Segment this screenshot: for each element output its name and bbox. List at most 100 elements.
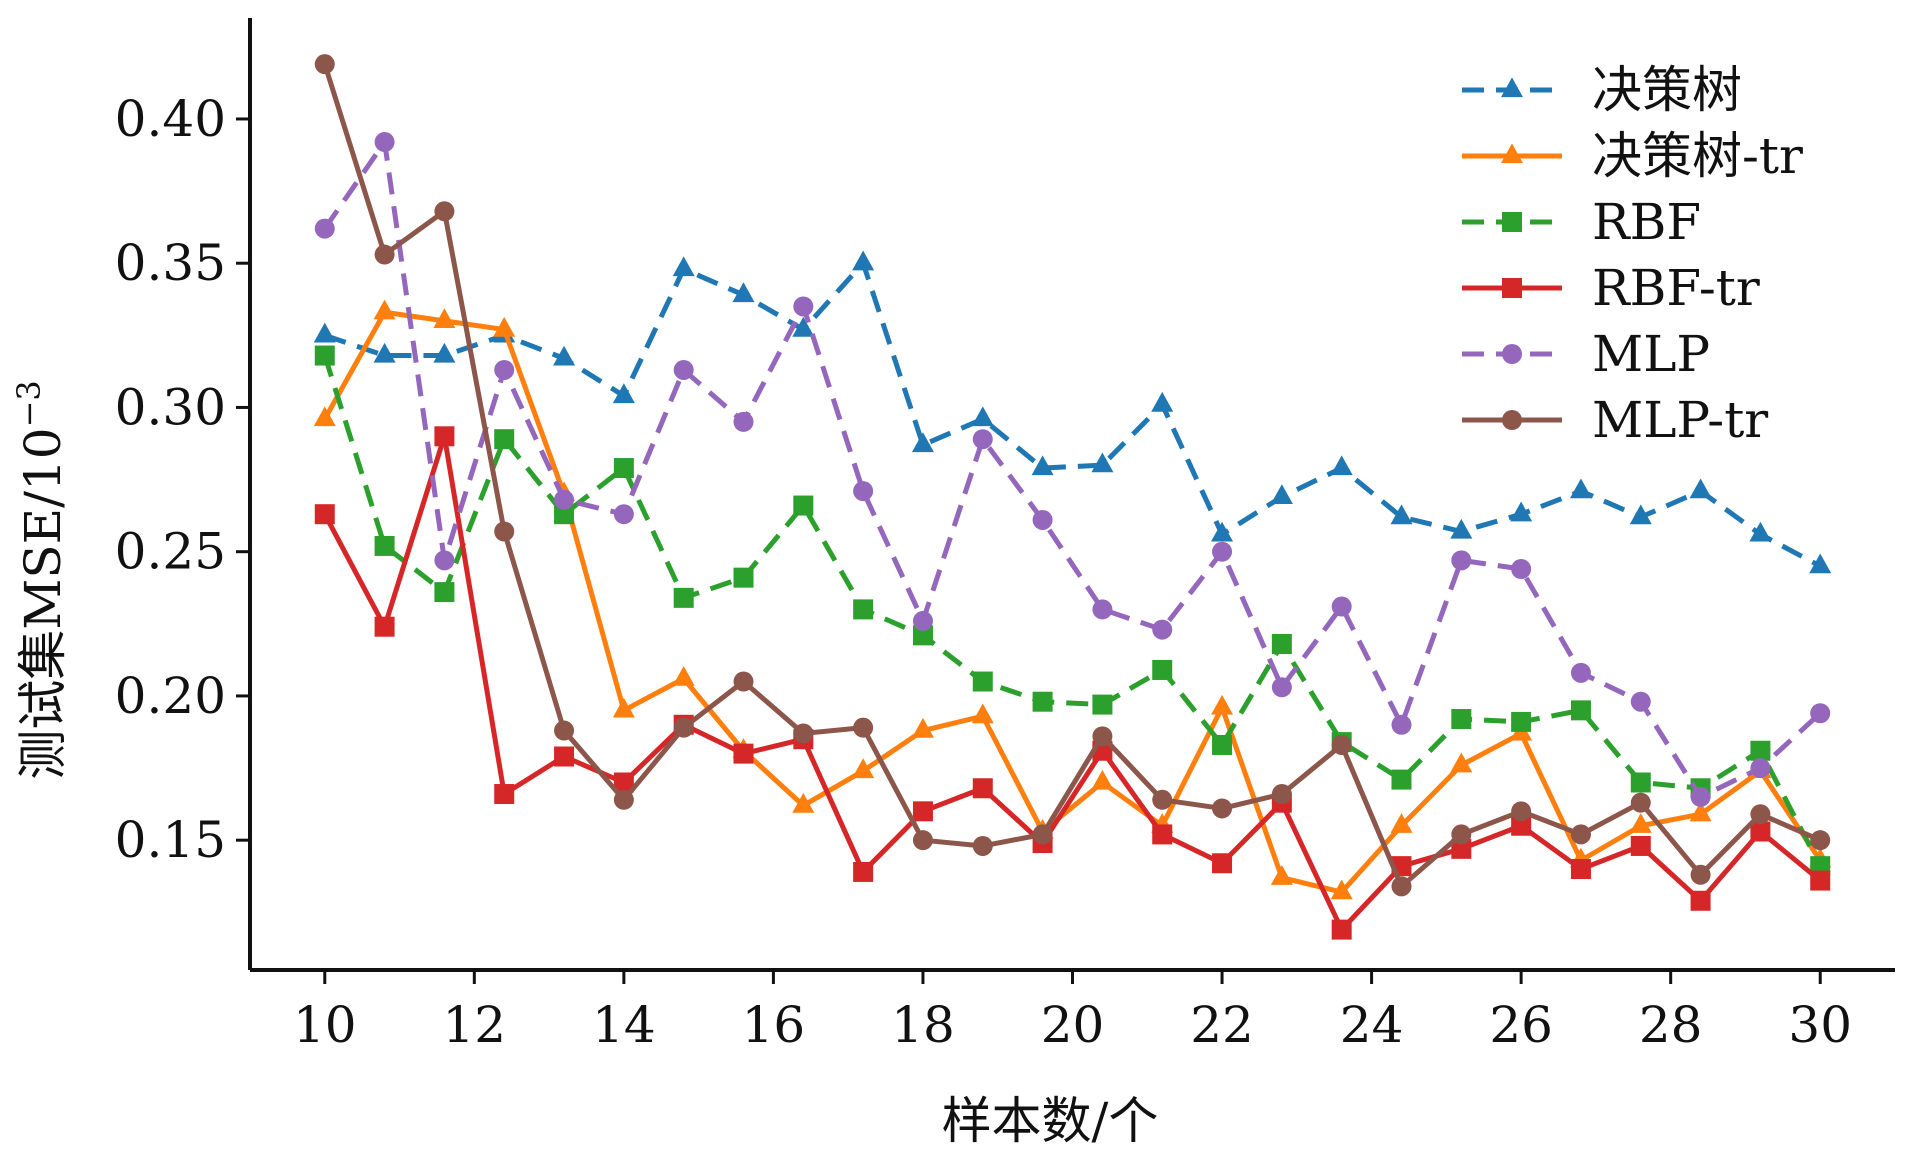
data-point <box>1451 838 1472 859</box>
data-point <box>672 665 695 686</box>
data-point <box>374 244 395 265</box>
data-point <box>792 792 815 813</box>
legend-marker <box>1502 344 1522 364</box>
data-point <box>1511 815 1532 836</box>
data-point <box>1750 804 1771 825</box>
data-point <box>912 610 933 631</box>
data-point <box>971 406 994 427</box>
data-point <box>733 671 754 692</box>
data-point <box>672 256 695 277</box>
data-point <box>1809 553 1832 574</box>
data-point <box>373 299 396 320</box>
data-point <box>1032 824 1053 845</box>
data-point <box>1569 478 1592 499</box>
data-point <box>1271 677 1292 698</box>
data-point <box>1331 734 1352 755</box>
data-point <box>853 599 874 620</box>
data-point <box>554 489 575 510</box>
data-point <box>1391 876 1412 897</box>
data-point <box>971 703 994 724</box>
data-point <box>1689 801 1712 822</box>
legend-marker <box>1501 143 1523 164</box>
legend-marker <box>1501 77 1523 98</box>
data-point <box>1212 734 1233 755</box>
data-point <box>1152 824 1173 845</box>
legend-marker <box>1502 278 1522 298</box>
data-point <box>1451 709 1472 730</box>
data-point <box>1271 784 1292 805</box>
svg-text:测试集MSE/10−3: 测试集MSE/10−3 <box>10 380 72 780</box>
data-point <box>1152 619 1173 640</box>
data-point <box>1330 879 1353 900</box>
legend-marker <box>1502 212 1522 232</box>
data-point <box>433 342 456 363</box>
data-point <box>1450 518 1473 539</box>
data-point <box>434 582 455 603</box>
data-point <box>853 717 874 738</box>
data-point <box>1092 726 1113 747</box>
x-tick-label: 20 <box>1041 996 1105 1054</box>
data-point <box>494 784 515 805</box>
data-point <box>553 345 576 366</box>
data-point <box>613 458 634 479</box>
legend-item: 决策树-tr <box>1462 127 1803 185</box>
y-tick-label: 0.25 <box>115 523 226 581</box>
legend-label: RBF-tr <box>1592 259 1760 317</box>
data-point <box>673 359 694 380</box>
data-point <box>1091 769 1114 790</box>
data-point <box>1390 813 1413 833</box>
data-point <box>793 495 814 516</box>
series-layer <box>313 54 1832 940</box>
data-point <box>313 406 336 427</box>
data-point <box>1031 455 1054 476</box>
data-point <box>554 720 575 741</box>
x-tick-label: 26 <box>1489 996 1553 1054</box>
data-point <box>314 218 335 239</box>
data-point <box>434 550 455 571</box>
series-3 <box>314 426 1831 940</box>
data-point <box>792 316 815 337</box>
series-5 <box>314 54 1831 897</box>
data-point <box>1511 559 1532 580</box>
data-point <box>494 429 515 450</box>
data-point <box>673 717 694 738</box>
data-point <box>673 587 694 608</box>
legend-label: 决策树-tr <box>1592 127 1803 185</box>
data-point <box>1092 694 1113 715</box>
legend-item: MLP-tr <box>1462 391 1768 449</box>
data-point <box>1270 484 1293 505</box>
data-point <box>1451 550 1472 571</box>
x-tick-label: 22 <box>1190 996 1254 1054</box>
series-1 <box>313 299 1832 900</box>
data-point <box>732 282 755 303</box>
data-point <box>1511 801 1532 822</box>
x-tick-label: 10 <box>293 996 357 1054</box>
data-point <box>972 429 993 450</box>
data-point <box>374 132 395 153</box>
y-tick-label: 0.15 <box>115 811 226 869</box>
data-point <box>1630 772 1651 793</box>
data-point <box>374 616 395 637</box>
x-tick-label: 12 <box>443 996 507 1054</box>
data-point <box>1211 694 1234 715</box>
data-point <box>911 717 934 738</box>
y-axis-label-main: 测试集MSE/10 <box>14 427 72 779</box>
data-point <box>613 504 634 525</box>
data-point <box>912 801 933 822</box>
x-tick-label: 14 <box>592 996 656 1054</box>
data-point <box>1689 478 1712 499</box>
data-point <box>613 772 634 793</box>
data-point <box>434 201 455 222</box>
data-point <box>733 567 754 588</box>
data-point <box>853 861 874 882</box>
legend-item: RBF-tr <box>1462 259 1760 317</box>
data-point <box>972 778 993 799</box>
data-point <box>1391 769 1412 790</box>
data-point <box>1271 634 1292 655</box>
y-axis-label: 测试集MSE/10−3 <box>10 380 72 780</box>
data-point <box>1750 740 1771 761</box>
data-point <box>1211 521 1234 542</box>
data-point <box>554 504 575 525</box>
legend-label: 决策树 <box>1592 61 1742 119</box>
